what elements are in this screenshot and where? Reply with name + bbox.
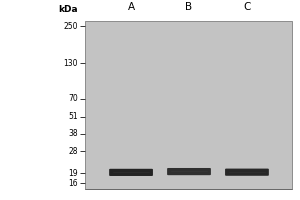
FancyBboxPatch shape	[225, 169, 269, 176]
Text: kDa: kDa	[58, 4, 78, 14]
Bar	[154, 21, 224, 189]
FancyBboxPatch shape	[167, 168, 211, 175]
Bar	[224, 21, 292, 189]
Text: 250: 250	[64, 22, 78, 31]
Text: 70: 70	[68, 94, 78, 103]
Text: 16: 16	[68, 178, 78, 188]
Bar	[85, 21, 154, 189]
Text: 130: 130	[64, 59, 78, 68]
Text: C: C	[243, 2, 250, 12]
Text: B: B	[185, 2, 193, 12]
FancyBboxPatch shape	[109, 169, 153, 176]
Text: 38: 38	[68, 129, 78, 138]
Text: 19: 19	[68, 169, 78, 178]
Text: 51: 51	[68, 112, 78, 121]
Bar	[85, 21, 292, 189]
Text: A: A	[128, 2, 135, 12]
Text: 28: 28	[68, 147, 78, 156]
